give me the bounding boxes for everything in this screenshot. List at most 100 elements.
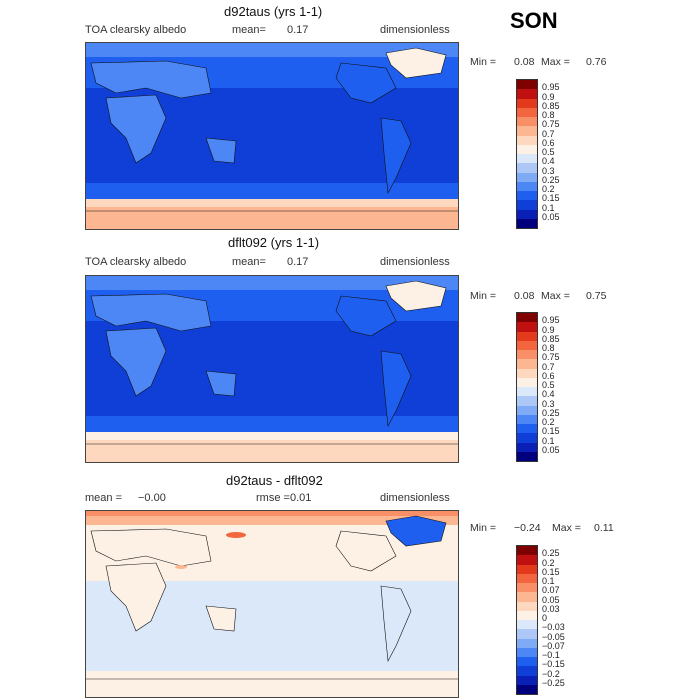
panel3-map-svg — [86, 511, 458, 697]
panel3-rmse-label: rmse = — [256, 492, 290, 504]
colorbar-swatch — [517, 117, 537, 127]
colorbar-tick-label: 0.1 — [542, 435, 555, 446]
colorbar-swatch — [517, 135, 537, 145]
colorbar-swatch — [517, 573, 537, 583]
panel3-title: d92taus - dflt092 — [226, 473, 323, 488]
colorbar-swatch — [517, 424, 537, 434]
colorbar-swatch — [517, 451, 537, 461]
colorbar-tick-label: 0.4 — [542, 389, 555, 400]
panel2-colorbar — [516, 312, 538, 462]
colorbar-tick-label: −0.1 — [542, 650, 560, 660]
colorbar-swatch — [517, 98, 537, 108]
colorbar-swatch — [517, 340, 537, 350]
colorbar-swatch — [517, 638, 537, 648]
colorbar-swatch — [517, 359, 537, 369]
colorbar-swatch — [517, 331, 537, 341]
panel2-map — [85, 275, 459, 463]
colorbar-tick-label: 0.25 — [542, 174, 560, 185]
colorbar-tick-label: 0.2 — [542, 557, 555, 568]
colorbar-swatch — [517, 181, 537, 191]
colorbar-swatch — [517, 209, 537, 219]
colorbar-tick-label: 0.6 — [542, 370, 555, 381]
colorbar-tick-label: 0.9 — [542, 324, 555, 335]
panel3-mean-value: −0.00 — [138, 492, 166, 504]
colorbar-tick-label: 0.25 — [542, 407, 560, 418]
panel3-units: dimensionless — [380, 492, 450, 504]
panel3-max-label: Max = — [552, 522, 581, 534]
colorbar-tick-label: 0.4 — [542, 156, 555, 167]
panel3-map — [85, 510, 459, 698]
panel1-title: d92taus (yrs 1-1) — [224, 4, 323, 19]
colorbar-swatch — [517, 107, 537, 117]
colorbar-swatch — [517, 368, 537, 378]
panel3-min-value: −0.24 — [514, 522, 541, 534]
panel2-title: dflt092 (yrs 1-1) — [228, 235, 320, 250]
colorbar-tick-label: 0.85 — [542, 333, 560, 344]
colorbar-swatch — [517, 313, 537, 323]
panel1-mean-label: mean= — [232, 24, 266, 36]
colorbar-tick-label: −0.2 — [542, 668, 560, 679]
colorbar-tick-label: 0.7 — [542, 361, 555, 372]
colorbar-swatch — [517, 684, 537, 694]
colorbar-tick-label: −0.03 — [542, 622, 565, 633]
colorbar-swatch — [517, 647, 537, 657]
colorbar-swatch — [517, 322, 537, 332]
colorbar-swatch — [517, 405, 537, 415]
panel1-min-value: 0.08 — [514, 56, 535, 68]
colorbar-swatch — [517, 564, 537, 574]
colorbar-tick-label: −0.05 — [542, 631, 565, 642]
panel1-max-value: 0.76 — [586, 56, 607, 68]
colorbar-tick-label: 0.15 — [542, 566, 560, 577]
colorbar-tick-label: 0.5 — [542, 147, 555, 157]
colorbar-swatch — [517, 657, 537, 667]
colorbar-swatch — [517, 546, 537, 556]
colorbar-swatch — [517, 666, 537, 676]
panel3-max-value: 0.11 — [594, 522, 614, 534]
colorbar-tick-label: −0.07 — [542, 640, 565, 651]
panel1-map — [85, 42, 459, 230]
colorbar-swatch — [517, 80, 537, 90]
colorbar-tick-label: 0.75 — [542, 352, 560, 363]
colorbar-tick-label: 0.07 — [542, 585, 560, 596]
colorbar-swatch — [517, 191, 537, 201]
colorbar-swatch — [517, 89, 537, 99]
colorbar-tick-label: 0.9 — [542, 91, 555, 102]
colorbar-swatch — [517, 126, 537, 136]
panel2-mean-label: mean= — [232, 256, 266, 268]
colorbar-swatch — [517, 377, 537, 387]
colorbar-swatch — [517, 414, 537, 424]
panel1-max-label: Max = — [541, 56, 570, 68]
panel1-units: dimensionless — [380, 24, 450, 36]
colorbar-tick-label: 0.95 — [542, 82, 560, 93]
colorbar-swatch — [517, 620, 537, 630]
colorbar-tick-label: 0.05 — [542, 444, 560, 455]
colorbar-swatch — [517, 350, 537, 360]
panel1-map-svg — [86, 43, 458, 229]
colorbar-swatch — [517, 396, 537, 406]
colorbar-swatch — [517, 154, 537, 164]
colorbar-tick-label: −0.25 — [542, 677, 565, 688]
colorbar-swatch — [517, 433, 537, 443]
colorbar-swatch — [517, 610, 537, 620]
colorbar-tick-label: 0.15 — [542, 193, 560, 204]
colorbar-tick-label: 0.1 — [542, 576, 555, 586]
colorbar-tick-label: 0.3 — [542, 398, 555, 409]
colorbar-tick-label: 0.75 — [542, 119, 560, 130]
colorbar-tick-label: 0.05 — [542, 594, 560, 605]
colorbar-tick-label: 0.95 — [542, 315, 560, 326]
colorbar-swatch — [517, 200, 537, 210]
panel2-min-label: Min = — [470, 290, 496, 302]
panel3-rmse-value: 0.01 — [290, 492, 312, 504]
colorbar-tick-label: 0.1 — [542, 202, 555, 213]
panel1-field: TOA clearsky albedo — [85, 24, 187, 36]
colorbar-swatch — [517, 601, 537, 611]
panel2-max-value: 0.75 — [586, 290, 607, 302]
colorbar-swatch — [517, 442, 537, 452]
colorbar-swatch — [517, 218, 537, 228]
colorbar-swatch — [517, 163, 537, 173]
colorbar-tick-label: 0.03 — [542, 603, 560, 614]
colorbar-tick-label: −0.15 — [542, 659, 565, 670]
colorbar-swatch — [517, 172, 537, 182]
panel3-colorbar — [516, 545, 538, 695]
panel2-units: dimensionless — [380, 256, 450, 268]
